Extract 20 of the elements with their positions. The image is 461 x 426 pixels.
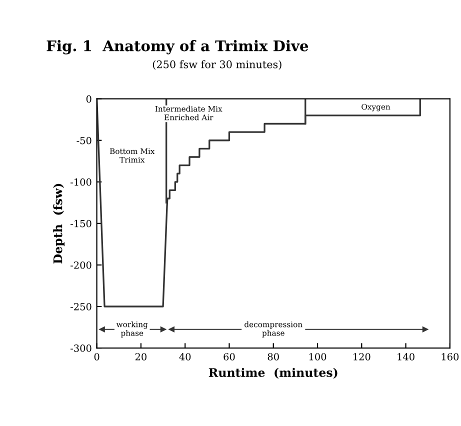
x-tick-label: 120 [354,353,370,360]
chart-title: Fig. 1 Anatomy of a Trimix Dive [46,40,308,54]
x-tick-label: 20 [135,353,146,360]
x-tick-label: 0 [94,353,100,360]
y-tick-label: -200 [70,261,92,269]
y-axis-title: Depth (fsw) [53,184,65,264]
x-tick-label: 160 [442,353,459,360]
y-tick-label: -300 [70,344,92,352]
y-tick-label: -150 [70,220,92,228]
x-tick-label: 80 [268,353,279,360]
y-tick-label: -50 [76,136,92,144]
x-tick-label: 100 [309,353,326,360]
y-tick-label: 0 [86,95,92,103]
y-tick-label: -100 [70,178,92,186]
x-axis-title: Runtime (minutes) [208,368,338,379]
y-tick-label: -250 [70,302,92,310]
chart-subtitle: (250 fsw for 30 minutes) [152,60,282,70]
x-tick-label: 140 [398,353,414,360]
x-tick-label: 40 [179,353,191,360]
x-tick-label: 60 [224,353,235,360]
